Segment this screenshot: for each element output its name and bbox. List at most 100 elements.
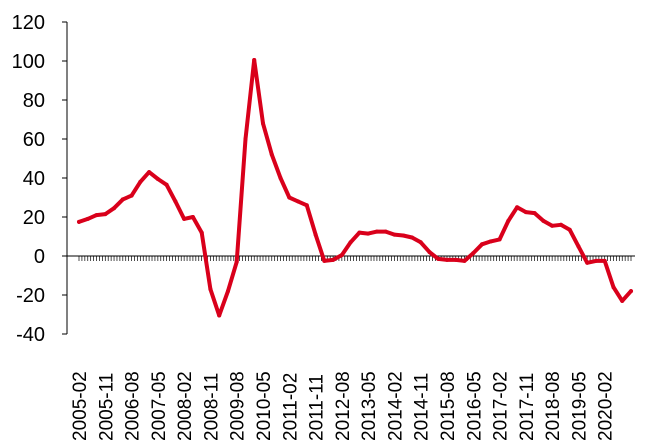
data-point xyxy=(138,179,143,184)
data-point xyxy=(94,213,99,218)
data-point xyxy=(226,289,230,294)
data-point xyxy=(576,244,581,249)
data-point xyxy=(427,250,432,255)
data-point xyxy=(550,223,555,228)
series-line xyxy=(77,58,633,318)
data-point xyxy=(217,313,222,318)
data-point xyxy=(357,230,362,235)
data-point xyxy=(366,231,371,236)
y-tick-label: 120 xyxy=(12,12,45,34)
data-point xyxy=(418,240,423,245)
data-point xyxy=(602,258,607,263)
y-tick-label: 60 xyxy=(23,129,45,151)
data-point xyxy=(523,210,528,215)
y-tick-label: 0 xyxy=(34,246,45,268)
x-tick-label: 2008-02 xyxy=(175,371,196,441)
x-tick-label: 2014-11 xyxy=(412,373,433,441)
x-tick-label: 2018-08 xyxy=(543,371,564,441)
data-point xyxy=(383,229,388,234)
y-tick-label: 100 xyxy=(12,51,45,73)
data-point xyxy=(243,137,248,141)
data-point xyxy=(120,197,125,202)
data-point xyxy=(147,170,152,175)
data-point xyxy=(348,240,353,245)
x-tick-label: 2009-08 xyxy=(228,371,249,441)
data-point xyxy=(515,205,520,210)
x-tick-label: 2017-02 xyxy=(491,371,512,441)
data-point xyxy=(541,218,546,223)
data-point xyxy=(155,177,160,181)
data-point xyxy=(182,216,187,221)
data-point xyxy=(252,58,257,62)
data-point xyxy=(620,298,625,303)
data-point xyxy=(558,222,563,227)
data-point xyxy=(199,230,204,235)
data-point xyxy=(453,257,458,262)
x-tick-label: 2011-02 xyxy=(280,373,301,441)
data-point xyxy=(629,289,633,294)
x-tick-label: 2007-05 xyxy=(149,371,170,441)
data-point xyxy=(103,212,108,217)
data-point xyxy=(585,260,590,265)
data-point xyxy=(374,229,379,234)
data-point xyxy=(506,218,511,223)
data-point xyxy=(480,242,484,247)
data-point xyxy=(462,258,467,263)
x-tick-label: 2017-11 xyxy=(517,373,538,441)
data-point xyxy=(401,233,406,238)
data-point xyxy=(436,256,441,261)
data-point xyxy=(313,232,318,237)
data-point xyxy=(410,235,414,240)
data-point xyxy=(296,199,300,204)
y-tick-label: 40 xyxy=(23,168,45,190)
x-tick-label: 2008-11 xyxy=(201,373,222,441)
data-point xyxy=(497,237,502,242)
data-point xyxy=(261,121,265,126)
data-point xyxy=(269,152,274,157)
data-point xyxy=(208,287,213,292)
y-axis: -40 -20 0 20 40 60 80 100 120 xyxy=(12,12,68,346)
x-tick-label: 2005-02 xyxy=(70,371,91,441)
x-tick-label: 2014-02 xyxy=(385,371,406,441)
data-point xyxy=(611,285,616,290)
data-point xyxy=(164,182,169,187)
data-point xyxy=(112,206,116,211)
data-point xyxy=(173,199,178,204)
y-tick-label: 20 xyxy=(23,207,45,229)
x-tick-label: 2011-11 xyxy=(307,374,328,441)
data-point xyxy=(278,176,283,180)
series-layer xyxy=(77,58,633,318)
x-tick-label: 2013-05 xyxy=(359,371,380,441)
data-point xyxy=(190,215,195,219)
data-point xyxy=(488,239,493,244)
data-point xyxy=(331,257,336,262)
data-point xyxy=(339,253,344,257)
data-point xyxy=(129,193,134,198)
data-point xyxy=(567,227,572,232)
data-point xyxy=(532,211,537,216)
x-tick-label: 2020-02 xyxy=(596,371,617,441)
data-point xyxy=(77,219,81,224)
x-tick-label: 2010-05 xyxy=(254,371,275,441)
data-point xyxy=(471,251,476,256)
data-point xyxy=(392,232,397,237)
x-axis: 2005-02 2005-11 2006-08 2007-05 2008-02 2008-… xyxy=(67,255,635,441)
data-point xyxy=(85,216,90,221)
y-tick-label: 80 xyxy=(23,90,45,112)
data-point xyxy=(322,258,327,263)
y-tick-label: -20 xyxy=(16,285,45,307)
x-tick-label: 2015-08 xyxy=(438,371,459,441)
data-point xyxy=(304,203,309,208)
data-point xyxy=(287,195,292,200)
x-tick-label: 2012-08 xyxy=(333,371,354,441)
data-point xyxy=(594,258,598,263)
data-point xyxy=(445,257,449,262)
x-tick-label: 2016-05 xyxy=(464,371,485,441)
x-tick-label: 2005-11 xyxy=(96,373,117,441)
x-tick-label: 2006-08 xyxy=(123,371,144,441)
data-point xyxy=(234,259,239,264)
y-tick-label: -40 xyxy=(16,324,45,346)
x-tick-label: 2019-05 xyxy=(569,371,590,441)
